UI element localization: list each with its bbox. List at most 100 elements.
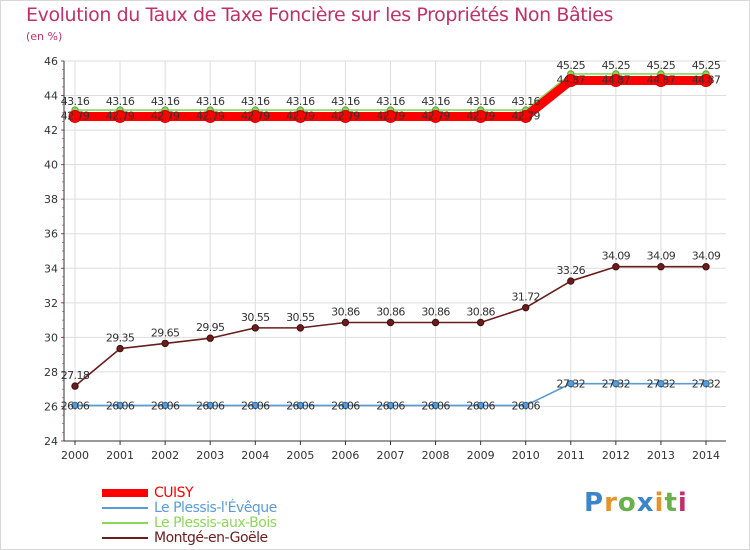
data-label-montge-en-goele: 30.55: [286, 311, 315, 324]
data-label-montge-en-goele: 27.18: [61, 369, 90, 382]
data-point-montge-en-goele: [341, 318, 350, 327]
data-point-cuisy: [293, 109, 307, 123]
data-label-le-plessis-l-eveque: 26.06: [376, 399, 405, 412]
data-point-cuisy: [699, 74, 713, 88]
data-label-le-plessis-l-eveque: 26.06: [61, 399, 90, 412]
data-label-montge-en-goele: 30.55: [241, 311, 270, 324]
data-point-cuisy: [248, 109, 262, 123]
legend-label-plessis-aux-bois: Le Plessis-aux-Bois: [154, 515, 277, 531]
data-label-le-plessis-aux-bois: 43.16: [241, 95, 270, 108]
data-label-cuisy: 44.87: [557, 74, 586, 87]
x-tick-label: 2013: [647, 449, 675, 462]
data-point-montge-en-goele: [702, 263, 710, 271]
y-tick-label: 34: [44, 262, 58, 275]
proxiti-logo: Proxiti: [584, 488, 688, 518]
data-label-montge-en-goele: 30.86: [376, 306, 405, 319]
x-tick-label: 2004: [241, 449, 269, 462]
data-point-montge-en-goele: [386, 318, 395, 327]
data-label-le-plessis-l-eveque: 27.32: [602, 378, 631, 391]
data-point-le-plessis-l-eveque: [206, 401, 214, 410]
data-point-le-plessis-l-eveque: [71, 401, 79, 410]
data-point-le-plessis-l-eveque: [567, 379, 575, 388]
data-point-cuisy: [113, 109, 127, 123]
legend-swatch-montge-en-goele: [102, 537, 148, 539]
data-point-le-plessis-l-eveque: [386, 401, 395, 410]
data-label-le-plessis-l-eveque: 26.06: [106, 399, 135, 412]
data-label-le-plessis-aux-bois: 43.16: [421, 95, 450, 108]
y-tick-label: 36: [44, 228, 58, 241]
data-label-cuisy: 44.87: [647, 74, 676, 87]
data-label-le-plessis-aux-bois: 43.16: [61, 95, 90, 108]
data-label-montge-en-goele: 34.09: [647, 250, 676, 263]
legend-label-montge-en-goele: Montgé-en-Goële: [154, 530, 268, 546]
data-label-le-plessis-l-eveque: 26.06: [466, 399, 495, 412]
data-label-montge-en-goele: 33.26: [557, 264, 586, 277]
x-tick-label: 2007: [377, 449, 405, 462]
data-label-cuisy: 44.87: [692, 74, 721, 87]
y-tick-label: 32: [44, 297, 58, 310]
data-point-montge-en-goele: [206, 334, 214, 342]
data-label-montge-en-goele: 29.35: [106, 332, 135, 345]
x-tick-label: 2001: [106, 449, 134, 462]
y-tick-label: 30: [44, 331, 58, 344]
data-label-cuisy: 42.79: [376, 109, 405, 122]
y-tick-label: 26: [44, 400, 58, 413]
data-label-montge-en-goele: 29.95: [196, 321, 225, 334]
data-label-cuisy: 42.79: [151, 109, 180, 122]
data-point-le-plessis-l-eveque: [522, 401, 530, 410]
data-label-cuisy: 42.79: [106, 109, 135, 122]
data-point-montge-en-goele: [522, 303, 530, 312]
data-point-cuisy: [384, 109, 397, 123]
y-tick-label: 44: [44, 90, 58, 103]
x-tick-label: 2008: [422, 449, 450, 462]
data-point-le-plessis-l-eveque: [657, 379, 665, 388]
y-tick-label: 28: [44, 366, 58, 379]
x-tick-label: 2009: [467, 449, 495, 462]
legend-label-cuisy: CUISY: [154, 485, 194, 501]
data-label-le-plessis-l-eveque: 26.06: [331, 399, 360, 412]
data-label-montge-en-goele: 34.09: [692, 250, 721, 263]
data-point-le-plessis-l-eveque: [702, 379, 710, 388]
y-tick-label: 40: [44, 159, 58, 172]
data-point-cuisy: [68, 109, 82, 123]
data-point-le-plessis-l-eveque: [431, 401, 440, 410]
data-point-le-plessis-l-eveque: [612, 379, 620, 388]
x-tick-label: 2011: [557, 449, 585, 462]
data-point-montge-en-goele: [71, 382, 79, 390]
data-label-le-plessis-aux-bois: 45.25: [557, 59, 586, 72]
data-label-cuisy: 42.79: [466, 109, 495, 122]
data-label-le-plessis-aux-bois: 45.25: [647, 59, 676, 72]
data-label-le-plessis-aux-bois: 43.16: [106, 95, 135, 108]
data-label-le-plessis-aux-bois: 43.16: [286, 95, 315, 108]
data-point-cuisy: [654, 74, 668, 88]
data-label-montge-en-goele: 31.72: [511, 291, 540, 304]
data-label-le-plessis-l-eveque: 26.06: [511, 399, 540, 412]
data-point-montge-en-goele: [476, 318, 485, 327]
x-tick-label: 2000: [61, 449, 89, 462]
data-label-le-plessis-l-eveque: 27.32: [647, 378, 676, 391]
legend-swatch-cuisy: [102, 489, 148, 497]
data-point-le-plessis-l-eveque: [476, 401, 485, 410]
data-label-cuisy: 42.79: [61, 109, 90, 122]
y-tick-label: 38: [44, 193, 58, 206]
y-tick-label: 24: [44, 435, 58, 448]
x-tick-label: 2010: [512, 449, 540, 462]
data-point-cuisy: [429, 109, 443, 123]
legend-label-plessis-leveque: Le Plessis-l'Évêque: [154, 500, 277, 516]
data-label-le-plessis-l-eveque: 27.32: [557, 378, 586, 391]
data-point-cuisy: [609, 74, 623, 88]
data-label-le-plessis-aux-bois: 45.25: [692, 59, 721, 72]
data-label-cuisy: 42.79: [196, 109, 225, 122]
data-label-montge-en-goele: 30.86: [421, 306, 450, 319]
y-tick-label: 46: [44, 55, 58, 68]
data-label-montge-en-goele: 30.86: [466, 306, 495, 319]
x-tick-label: 2006: [331, 449, 359, 462]
data-label-le-plessis-aux-bois: 45.25: [602, 59, 631, 72]
x-tick-label: 2012: [602, 449, 630, 462]
data-label-le-plessis-aux-bois: 43.16: [376, 95, 405, 108]
legend-swatch-plessis-aux-bois: [102, 522, 148, 524]
data-point-montge-en-goele: [116, 344, 124, 353]
data-label-le-plessis-l-eveque: 26.06: [196, 399, 225, 412]
y-tick-label: 42: [44, 124, 58, 137]
